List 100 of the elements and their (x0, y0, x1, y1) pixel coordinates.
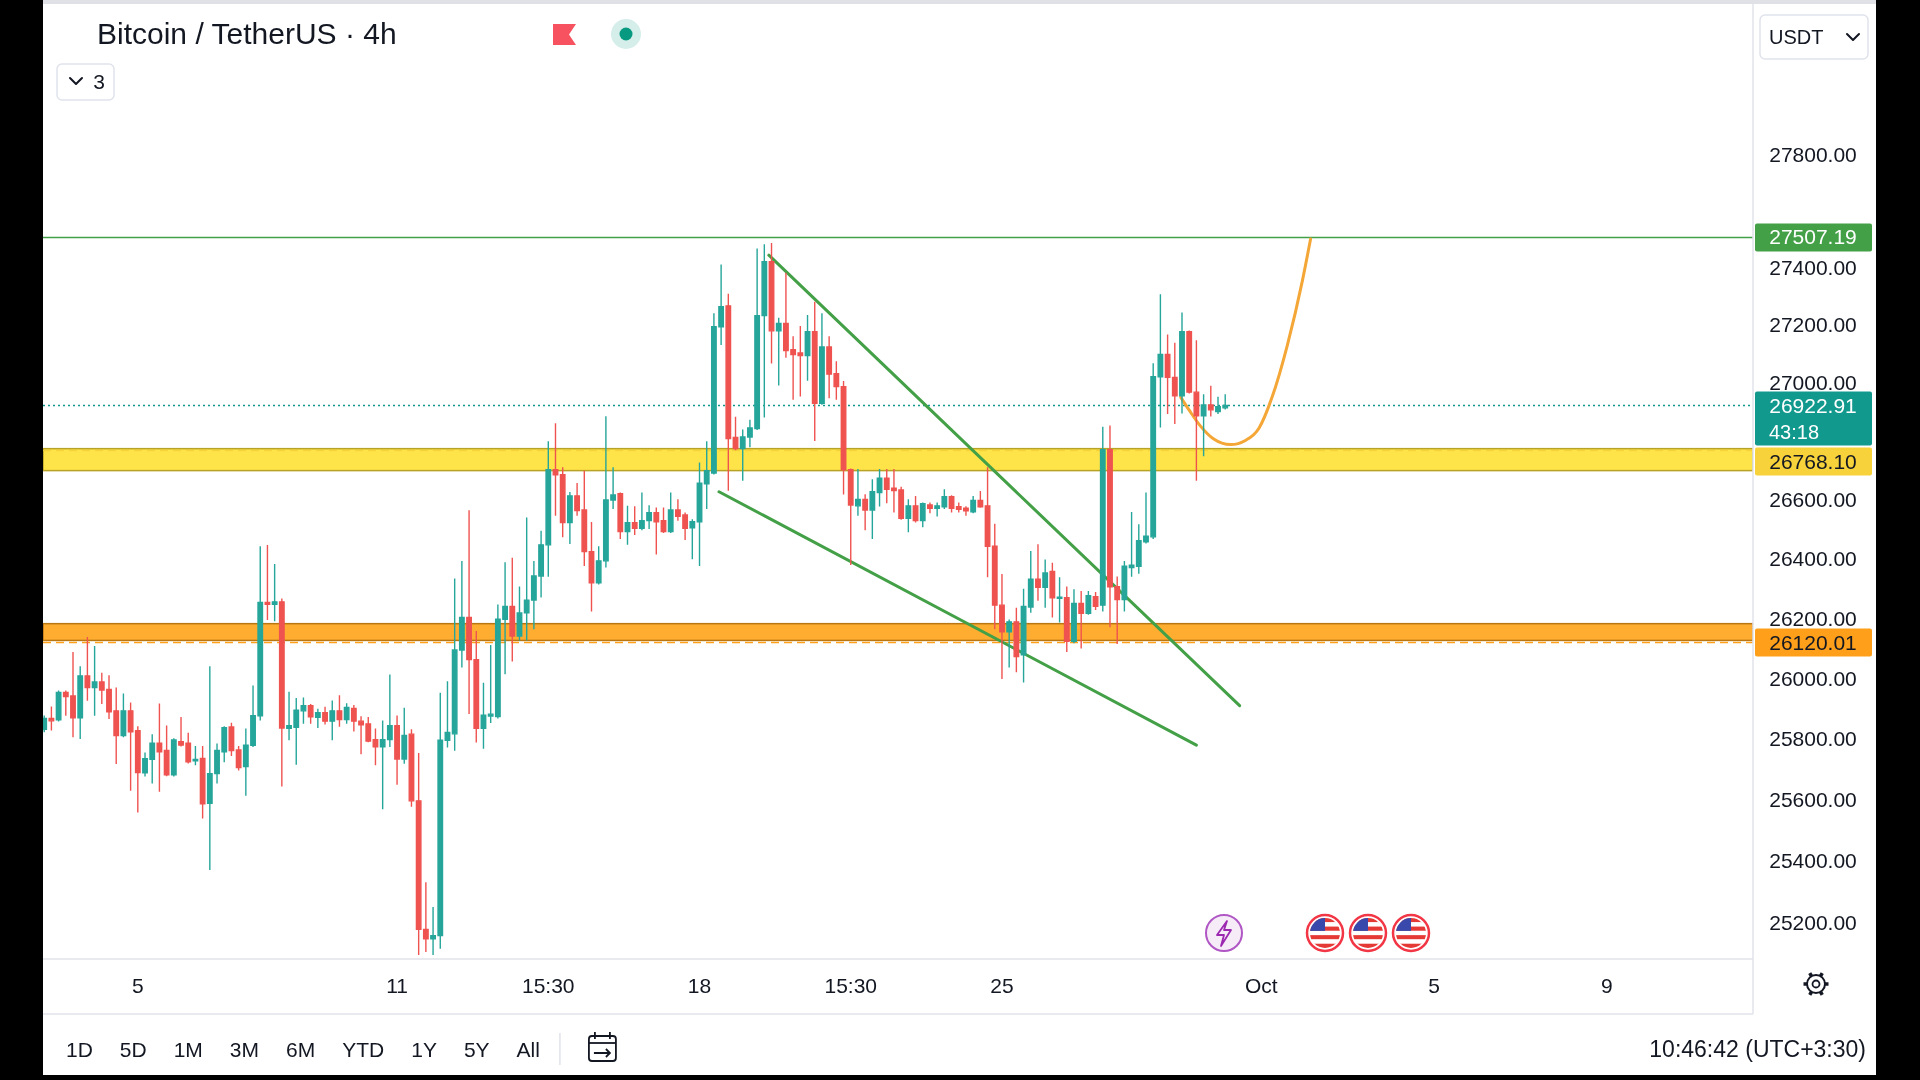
candlestick (624, 505, 631, 545)
x-tick-label: 18 (687, 974, 712, 997)
candlestick (156, 703, 163, 792)
candlestick (192, 745, 199, 766)
candlestick (329, 700, 336, 741)
x-tick-label: 15:30 (824, 974, 878, 997)
candlestick (927, 502, 933, 514)
candlestick (804, 314, 811, 381)
candlestick (77, 666, 84, 740)
candlestick (336, 695, 343, 727)
candlestick (343, 703, 350, 724)
candlestick (617, 492, 624, 540)
candlestick (653, 507, 660, 555)
text: USDT (1769, 26, 1824, 48)
y-tick-label: 25200.00 (1769, 911, 1857, 935)
candlestick (372, 728, 379, 766)
category-label: 6M (286, 1038, 316, 1061)
candlestick (566, 491, 573, 545)
x-tick-label: 9 (1601, 974, 1613, 997)
candlestick (48, 706, 55, 731)
candlestick (394, 715, 400, 785)
candlestick (1078, 591, 1085, 649)
candlestick (1071, 589, 1077, 644)
candlestick (912, 496, 919, 523)
candlestick (1200, 394, 1207, 457)
candlestick (689, 519, 696, 560)
candlestick (1006, 619, 1013, 668)
candlestick (919, 502, 926, 528)
candlestick (43, 715, 48, 733)
candlestick (1099, 426, 1106, 612)
y-tick-label: 26200.00 (1769, 606, 1857, 630)
candlestick (163, 725, 170, 777)
y-tick-label: 27000.00 (1769, 371, 1857, 395)
candlestick (84, 637, 91, 701)
candlestick (314, 708, 321, 728)
candlestick (1179, 312, 1185, 414)
x-tick-label: 5 (131, 974, 144, 997)
text: 43:18 (1769, 420, 1820, 443)
y-tick-label: 25600.00 (1769, 787, 1857, 811)
candlestick (264, 545, 271, 620)
candlestick (984, 467, 991, 578)
candlestick (1092, 591, 1099, 611)
x-tick-label: 15:30 (522, 974, 575, 997)
category-label: 5Y (463, 1038, 490, 1061)
candlestick (199, 745, 206, 819)
candlestick (401, 707, 408, 764)
y-tick-label: 27400.00 (1769, 256, 1857, 280)
candlestick (855, 469, 861, 516)
candlestick (819, 313, 825, 405)
candlestick (811, 301, 818, 441)
candlestick (516, 586, 523, 641)
candlestick (588, 521, 595, 612)
candlestick (970, 496, 977, 514)
candlestick (509, 557, 516, 662)
ref-line-label: 26922.91 (1769, 393, 1857, 417)
candlestick (120, 693, 127, 738)
candlestick (869, 479, 876, 540)
annotation: 3 (93, 70, 105, 93)
y-tick-label: 27200.00 (1769, 313, 1857, 337)
candlestick (55, 690, 62, 722)
candlestick (667, 492, 674, 534)
category-label: 3M (229, 1038, 260, 1061)
candlestick (1207, 385, 1214, 417)
candlestick (1035, 544, 1041, 601)
candlestick (876, 469, 883, 507)
category-label: All (516, 1038, 540, 1061)
x-tick-label: 25 (990, 974, 1014, 997)
y-tick-label: 26600.00 (1769, 487, 1857, 511)
x-tick-label: 5 (1428, 974, 1440, 997)
candlestick (977, 491, 984, 508)
candlestick (322, 706, 328, 725)
y-tick-label: 25800.00 (1769, 727, 1857, 751)
candlestick (905, 499, 912, 533)
candlestick (1013, 607, 1020, 673)
candlestick (552, 423, 559, 516)
candlestick (768, 243, 775, 364)
candlestick (271, 563, 278, 622)
text: Bitcoin / TetherUS · 4h (97, 17, 397, 50)
y-tick-label: 26400.00 (1769, 547, 1857, 571)
candlestick (235, 745, 242, 771)
ref-line-label: 27507.19 (1769, 225, 1857, 249)
candlestick (1049, 562, 1056, 618)
candlestick (91, 646, 98, 716)
candlestick (170, 738, 177, 777)
candlestick (696, 462, 703, 566)
candlestick (1063, 586, 1070, 652)
candlestick (300, 697, 307, 724)
candlestick (278, 598, 285, 787)
candlestick (775, 317, 782, 386)
category-label: 1Y (411, 1038, 437, 1061)
category-label: 1M (173, 1038, 203, 1061)
candlestick (559, 467, 566, 538)
category-label: 1D (66, 1038, 93, 1061)
candlestick (1042, 559, 1049, 608)
candlestick (732, 416, 739, 451)
candlestick (1085, 591, 1092, 615)
y-tick-label: 27800.00 (1769, 142, 1857, 166)
candlestick (480, 682, 487, 749)
x-tick-label: Oct (1244, 974, 1278, 997)
candlestick (862, 494, 869, 531)
